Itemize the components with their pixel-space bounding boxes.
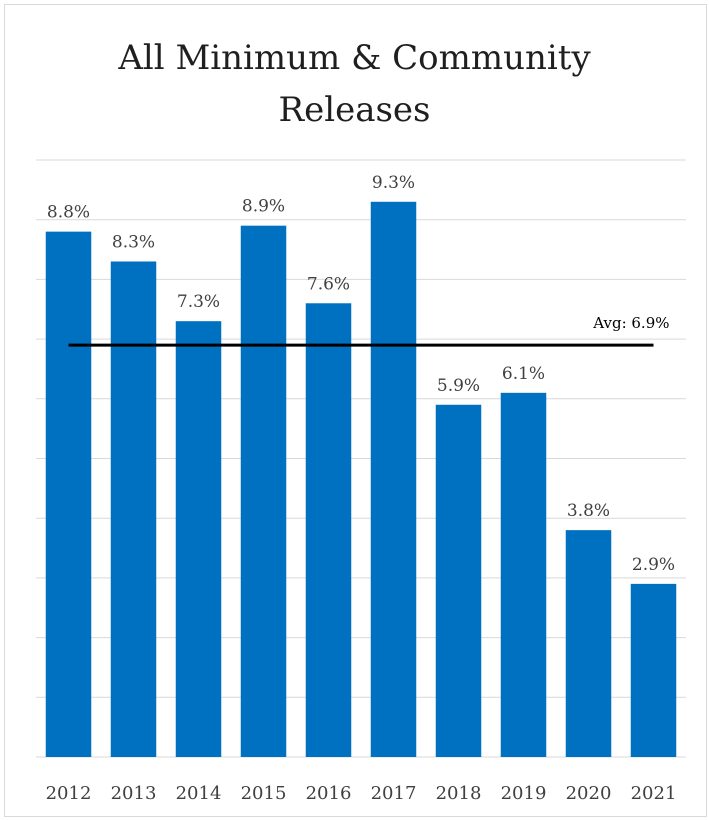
data-label: 8.8% bbox=[47, 203, 90, 223]
bar-2017 bbox=[370, 201, 417, 758]
x-tick-label: 2015 bbox=[241, 783, 287, 804]
data-label: 3.8% bbox=[567, 501, 610, 521]
bar-2012 bbox=[45, 231, 92, 757]
data-labels: 8.8% 8.3% 7.3% 8.9% 7.6% 9.3% 5.9% 6.1% 3.8% 2.9% bbox=[47, 173, 675, 575]
bar-2021 bbox=[630, 583, 677, 757]
x-tick-label: 2013 bbox=[111, 783, 157, 804]
data-label: 9.3% bbox=[372, 173, 415, 193]
x-tick-label: 2017 bbox=[371, 783, 417, 804]
x-tick-label: 2019 bbox=[501, 783, 547, 804]
data-label: 7.3% bbox=[177, 292, 220, 312]
bar-2014 bbox=[175, 321, 222, 757]
data-label: 5.9% bbox=[437, 376, 480, 396]
data-label: 8.9% bbox=[242, 197, 285, 217]
bar-2015 bbox=[240, 225, 287, 758]
x-tick-label: 2018 bbox=[436, 783, 482, 804]
data-label: 6.1% bbox=[502, 364, 545, 384]
data-label: 2.9% bbox=[632, 555, 675, 575]
chart-title: All Minimum & Community Releases bbox=[0, 32, 709, 136]
bar-2020 bbox=[565, 530, 612, 757]
bar-2016 bbox=[305, 303, 352, 757]
x-tick-label: 2021 bbox=[631, 783, 677, 804]
bar-2019 bbox=[500, 392, 547, 757]
data-label: 8.3% bbox=[112, 232, 155, 252]
chart-title-line-2: Releases bbox=[278, 90, 431, 130]
average-line-group: Avg: 6.9% bbox=[68, 314, 670, 347]
x-tick-label: 2020 bbox=[566, 783, 612, 804]
x-tick-label: 2012 bbox=[46, 783, 92, 804]
chart-title-line-1: All Minimum & Community bbox=[118, 38, 591, 78]
bar-2018 bbox=[435, 404, 482, 757]
data-label: 7.6% bbox=[307, 274, 350, 294]
x-axis-ticks: 2012 2013 2014 2015 2016 2017 2018 2019 2020 2021 bbox=[46, 783, 677, 804]
bars bbox=[45, 201, 677, 758]
average-label: Avg: 6.9% bbox=[592, 314, 669, 332]
x-tick-label: 2016 bbox=[306, 783, 352, 804]
x-tick-label: 2014 bbox=[176, 783, 222, 804]
bar-2013 bbox=[110, 261, 157, 757]
